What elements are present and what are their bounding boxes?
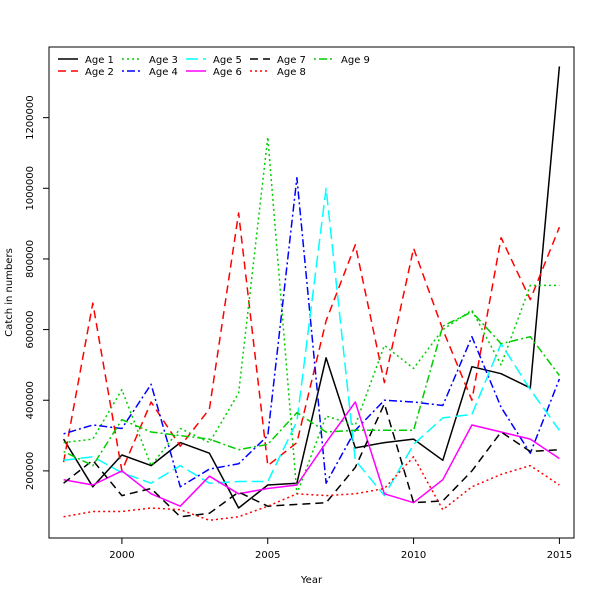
y-tick-label: 800000 [25,240,36,278]
series-line-age-1 [62,66,561,509]
legend-entry: Age 7 [277,55,306,66]
x-tick-label: 2005 [255,550,280,561]
series-line-age-2 [62,212,561,472]
y-tick-label: 200000 [25,452,36,490]
series-line-age-4 [63,176,561,488]
legend-entry: Age 1 [85,55,114,66]
y-tick-label: 1200000 [25,95,36,140]
y-axis-title: Catch in numbers [4,248,15,337]
y-tick-label: 400000 [25,381,36,419]
y-tick-label: 1000000 [25,166,36,211]
series-line-age-5 [63,187,561,497]
x-axis: 2000 2005 2010 2015 [109,538,572,561]
x-tick-label: 2015 [547,550,572,561]
x-tick-label: 2010 [401,550,426,561]
series-line-age-3 [63,136,560,495]
legend-entry: Age 5 [213,55,242,66]
x-tick-label: 2000 [109,550,134,561]
series-line-age-7 [63,403,560,518]
plot-area [62,66,561,522]
legend-entry: Age 3 [149,55,178,66]
x-axis-title: Year [300,575,323,586]
y-axis: 200000 400000 600000 800000 1000000 1200000 [25,95,49,490]
y-tick-label: 600000 [25,310,36,348]
legend-entry: Age 4 [149,67,178,78]
series-line-age-9 [63,311,561,467]
legend-entry: Age 6 [213,67,242,78]
series-line-age-8 [63,456,560,522]
plot-frame [48,46,575,539]
legend-entry: Age 8 [277,67,306,78]
legend-entry: Age 2 [85,67,114,78]
legend-entry: Age 9 [341,55,370,66]
